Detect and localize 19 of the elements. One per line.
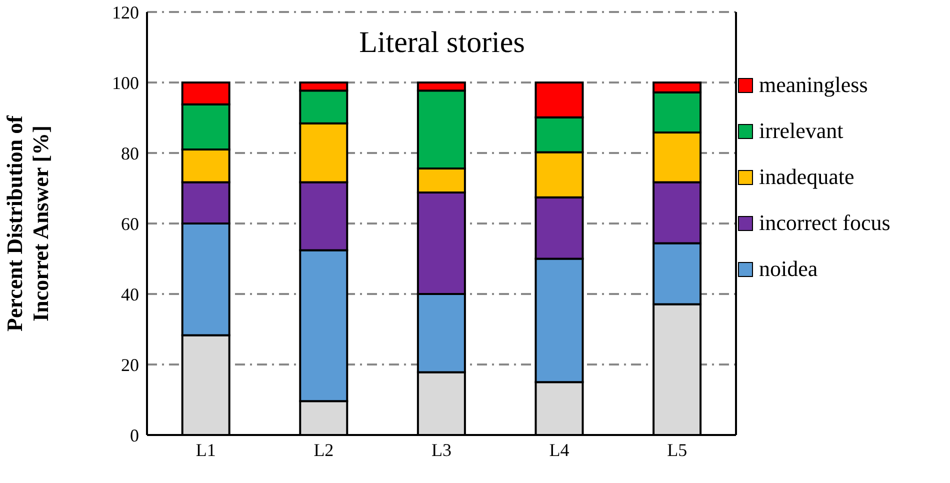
x-tick-label: L1: [196, 440, 216, 460]
y-tick-label: 80: [121, 143, 139, 164]
x-tick-label: L3: [432, 440, 452, 460]
y-tick-label: 120: [112, 2, 139, 22]
x-tick-label: L4: [549, 440, 570, 460]
y-tick-label: 40: [121, 284, 139, 304]
y-axis-title: Percent Distribution of Incorret Answer [%]: [2, 114, 53, 332]
x-tick-label: L5: [667, 440, 688, 460]
y-tick-label: 60: [121, 214, 139, 234]
y-tick-label: 100: [112, 72, 139, 93]
legend-label: incorrect focus: [759, 210, 890, 236]
x-tick-label: L2: [314, 440, 334, 460]
legend-label: irrelevant: [759, 118, 844, 144]
y-tick-label: 20: [121, 354, 139, 375]
legend-label: noidea: [759, 256, 818, 282]
legend-label: meaningless: [759, 72, 868, 98]
text: Literal stories: [359, 26, 525, 59]
legend-label: inadequate: [759, 164, 854, 190]
y-tick-label: 0: [130, 425, 139, 446]
